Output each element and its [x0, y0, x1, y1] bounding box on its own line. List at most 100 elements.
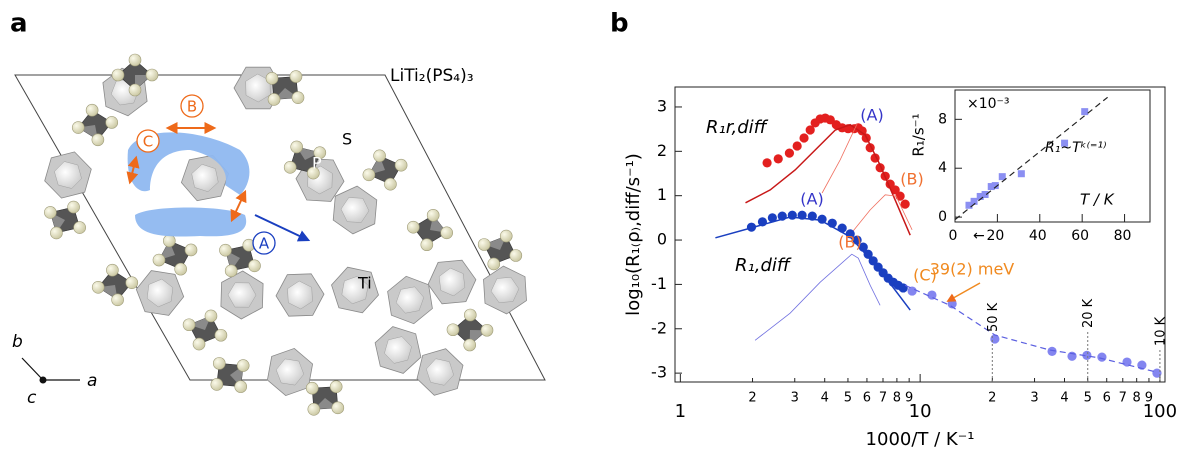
x-tick-label: 4	[1060, 391, 1068, 406]
sulfur-atom	[163, 235, 175, 247]
sulfur-atom	[126, 277, 138, 289]
compound-label: LiTi₂(PS₄)₃	[390, 66, 474, 86]
sulfur-atom	[225, 265, 237, 277]
sulfur-atom	[193, 338, 205, 350]
page: {"panel_a": {"label": "a", "compound": "…	[0, 0, 1185, 461]
x-tick-label: 3	[1030, 391, 1038, 406]
y-tick-label: -1	[651, 274, 667, 293]
x-tick-label: 6	[863, 391, 871, 406]
sulfur-atom	[219, 244, 231, 256]
sulfur-atom	[68, 201, 80, 213]
data-point	[990, 334, 999, 343]
temperature-label: 20 K	[1081, 298, 1096, 328]
sulfur-atom	[211, 378, 223, 390]
atom-label: Ti	[357, 274, 372, 293]
sulfur-atom	[112, 69, 124, 81]
data-point	[788, 211, 797, 220]
series-label: R₁r,diff	[706, 117, 769, 138]
y-tick-label: 8	[938, 111, 947, 127]
sulfur-atom	[146, 69, 158, 81]
y-tick-label: 4	[938, 160, 947, 176]
sulfur-atom	[249, 260, 261, 272]
sulfur-atom	[500, 230, 512, 242]
path-label: B	[187, 98, 197, 116]
sulfur-atom	[215, 329, 227, 341]
sulfur-atom	[407, 221, 419, 233]
sulfur-atom	[447, 324, 459, 336]
sulfur-atom	[185, 244, 197, 256]
y-tick-label: 3	[657, 96, 667, 115]
data-point	[1097, 353, 1106, 362]
axis-vector	[22, 358, 43, 380]
x-tick-label: 20	[986, 228, 1004, 244]
sulfur-atom	[284, 161, 296, 173]
axis-origin	[40, 377, 47, 384]
data-point	[908, 286, 917, 295]
x-tick-label: 2	[748, 391, 756, 406]
axis-break: ←	[973, 228, 985, 244]
data-point	[1018, 170, 1025, 177]
figure: a B C A LiTi₂(PS₄)₃ S P Ti a b c b 12345…	[0, 0, 1185, 461]
sulfur-atom	[205, 310, 217, 322]
x-axis-title: T / K	[1080, 191, 1115, 209]
y-tick-label: 1	[657, 185, 667, 204]
panel-label: b	[610, 9, 629, 39]
sulfur-atom	[153, 254, 165, 266]
annotation: (A)	[860, 106, 883, 125]
li-site-region	[135, 208, 246, 237]
sulfur-atom	[330, 381, 342, 393]
x-tick-label: 4	[821, 391, 829, 406]
x-tick-label: 40	[1029, 228, 1047, 244]
sulfur-atom	[481, 324, 493, 336]
sulfur-atom	[441, 227, 453, 239]
annotation: 39(2) meV	[930, 260, 1015, 279]
sulfur-atom	[74, 222, 86, 234]
x-tick-label: 60	[1071, 228, 1089, 244]
sulfur-atom	[421, 239, 433, 251]
sulfur-atom	[183, 319, 195, 331]
multiplier: ×10⁻³	[967, 96, 1010, 112]
sulfur-atom	[112, 294, 124, 306]
x-tick-label: 2	[988, 391, 996, 406]
sulfur-atom	[290, 71, 302, 83]
data-point	[899, 283, 908, 292]
sulfur-atom	[510, 249, 522, 261]
x-tick-label: 10	[909, 401, 932, 422]
sulfur-atom	[332, 402, 344, 414]
sulfur-atom	[213, 357, 225, 369]
x-tick-label: 3	[791, 391, 799, 406]
sulfur-atom	[50, 227, 62, 239]
sulfur-atom	[268, 93, 280, 105]
temperature-label: 10 K	[1153, 316, 1168, 346]
y-tick-label: 2	[657, 141, 667, 160]
sulfur-atom	[395, 159, 407, 171]
series-label: R₁,diff	[735, 255, 792, 276]
y-tick-label: -2	[651, 318, 667, 337]
sulfur-atom	[363, 169, 375, 181]
sulfur-atom	[478, 239, 490, 251]
data-point	[901, 200, 910, 209]
sulfur-atom	[44, 206, 56, 218]
axis-name: b	[12, 332, 23, 352]
atom-label: P	[312, 154, 322, 173]
x-tick-label: 0	[949, 228, 958, 244]
sulfur-atom	[464, 339, 476, 351]
x-tick-label: 1	[675, 401, 686, 422]
sulfur-atom	[86, 104, 98, 116]
sulfur-atom	[72, 122, 84, 134]
y-tick-label: 0	[938, 209, 947, 225]
x-tick-label: 7	[1119, 391, 1127, 406]
x-tick-label: 5	[1084, 391, 1092, 406]
sulfur-atom	[92, 134, 104, 146]
x-tick-label: 100	[1143, 401, 1177, 422]
crystal-structure	[44, 54, 526, 415]
annotation: (B)	[838, 233, 861, 252]
data-point	[1081, 108, 1088, 115]
data-point	[793, 141, 802, 150]
x-tick-label: 8	[1133, 391, 1141, 406]
data-point	[799, 133, 808, 142]
x-tick-label: 7	[879, 391, 887, 406]
sulfur-atom	[464, 309, 476, 321]
x-axis-title: 1000/T / K⁻¹	[866, 429, 975, 450]
